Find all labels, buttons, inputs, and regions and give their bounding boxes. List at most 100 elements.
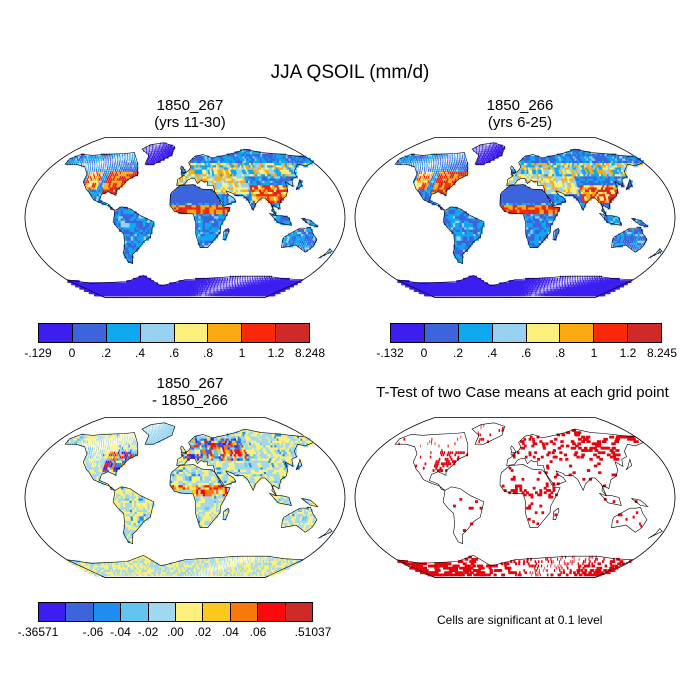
colorbar-swatch <box>526 324 561 342</box>
coastline-australia <box>611 226 648 253</box>
colorbar-swatch <box>424 324 459 342</box>
colorbar-tick-label: .06 <box>249 625 267 639</box>
coastline-greenland <box>141 422 176 445</box>
coastline-eurasia <box>176 148 315 216</box>
colorbar-swatch <box>39 324 73 342</box>
colorbar-swatch <box>72 324 107 342</box>
coastline-northAmerica <box>394 152 469 211</box>
panel4-title-line1: T-Test of two Case means at each grid po… <box>376 384 669 401</box>
coastline-africa <box>499 464 561 528</box>
coastline-japan <box>295 458 303 471</box>
coastline-uk <box>510 445 517 454</box>
coastline-indonesia <box>599 492 622 506</box>
coastline-northAmerica <box>64 152 139 211</box>
colorbar-tick-label: -.129 <box>24 346 52 360</box>
colorbar-swatch <box>594 324 629 342</box>
colorbar-swatch <box>39 603 67 621</box>
colorbar-difference <box>38 602 313 622</box>
colorbar-tick-label: 0 <box>420 346 428 360</box>
coastline-madagascar <box>222 507 230 520</box>
colorbar-tick-label: -.04 <box>110 625 131 639</box>
coastline-antarctica <box>396 554 634 578</box>
panel2-title-line2: (yrs 6-25) <box>487 114 553 131</box>
map-cells <box>66 142 331 297</box>
significance-note: Cells are significant at 0.1 level <box>437 613 603 627</box>
coastline-antarctica <box>66 274 304 298</box>
panel2-title: 1850_266 (yrs 6-25) <box>360 97 680 131</box>
colorbar-swatch <box>140 324 175 342</box>
colorbar-tick-label: .4 <box>486 346 498 360</box>
colorbar-tick-label: .2 <box>100 346 112 360</box>
colorbar-swatch <box>93 603 122 621</box>
coastline-japan <box>625 458 633 471</box>
colorbar-swatch <box>492 324 527 342</box>
panel4-title: T-Test of two Case means at each grid po… <box>345 384 700 401</box>
map-cells <box>396 142 661 297</box>
panel1-title-line2: (yrs 11-30) <box>154 114 226 131</box>
colorbar-tick-label: .51037 <box>294 625 332 639</box>
coastline-indonesia <box>269 212 292 226</box>
colorbar-tick-label: .4 <box>134 346 146 360</box>
coastline-northAmerica <box>394 432 469 491</box>
coastline-australia <box>281 506 318 533</box>
colorbar-tick-label: -.06 <box>82 625 104 639</box>
colorbar-tick-label: .8 <box>554 346 566 360</box>
coastline-madagascar <box>552 507 560 520</box>
colorbar-swatch <box>458 324 493 342</box>
colorbar-swatch <box>106 324 141 342</box>
panel1-title-line1: 1850_267 <box>156 97 224 114</box>
coastline-japan <box>295 178 303 191</box>
coastline-antarctica <box>66 554 304 578</box>
coastline-greenland <box>471 142 506 165</box>
coastline-greenland <box>141 142 176 165</box>
colorbar-swatch <box>242 324 277 342</box>
colorbar-swatch <box>391 324 425 342</box>
map-boundary <box>354 417 676 578</box>
colorbar-tick-label: 1 <box>238 346 246 360</box>
coastline-southAmerica <box>442 486 485 545</box>
panel2-title-line1: 1850_266 <box>486 97 554 114</box>
colorbar-tick-label: 1 <box>590 346 598 360</box>
coastline-antarctica <box>396 274 634 298</box>
panel3-title-line1: 1850_267 <box>156 375 224 392</box>
colorbar-1850-266 <box>390 323 662 343</box>
coastline-africa <box>169 464 231 528</box>
colorbar-tick-label: 8.248 <box>294 346 326 360</box>
coastline-newguinea <box>301 218 319 227</box>
coastline-nz <box>317 528 333 539</box>
colorbar-tick-label: 8.245 <box>646 346 678 360</box>
colorbar-swatch <box>276 324 309 342</box>
coastline-eurasia <box>176 428 315 496</box>
colorbar-tick-label: .02 <box>194 625 212 639</box>
colorbar-swatch <box>258 603 286 621</box>
panel3-title: 1850_267 - 1850_266 <box>30 375 350 409</box>
colorbar-tick-label: .2 <box>452 346 464 360</box>
coastline-southAmerica <box>112 486 155 545</box>
colorbar-swatch <box>121 603 149 621</box>
map-cells <box>397 424 642 577</box>
coastline-uk <box>510 165 517 174</box>
coastline-newguinea <box>631 218 649 227</box>
colorbar-swatch <box>285 603 313 621</box>
coastline-nz <box>647 248 663 259</box>
coastline-eurasia <box>506 428 645 496</box>
map-panel-difference <box>24 417 346 578</box>
coastline-eurasia <box>506 148 645 216</box>
colorbar-tick-label: -.36571 <box>17 625 59 639</box>
colorbar-tick-label: 0 <box>68 346 76 360</box>
colorbar-tick-label: -.02 <box>137 625 159 639</box>
colorbar-swatch <box>174 324 209 342</box>
colorbar-swatch <box>66 603 94 621</box>
colorbar-tick-label: .04 <box>222 625 239 639</box>
coastline-northAmerica <box>64 432 139 491</box>
map-panel-1850-267 <box>24 137 346 298</box>
colorbar-tick-label: .6 <box>168 346 180 360</box>
map-panel-1850-266 <box>354 137 676 298</box>
colorbar-swatch <box>230 603 259 621</box>
coastline-madagascar <box>552 227 560 240</box>
colorbar-swatch <box>208 324 243 342</box>
coastline-nz <box>647 528 663 539</box>
colorbar-tick-label: 1.2 <box>619 346 637 360</box>
colorbar-tick-label: .00 <box>167 625 184 639</box>
coastline-uk <box>180 445 187 454</box>
